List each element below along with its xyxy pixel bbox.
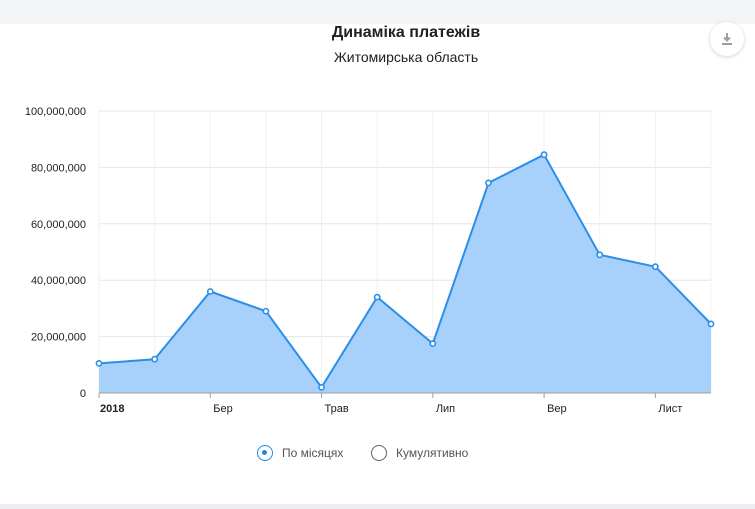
series-points: [95, 151, 715, 391]
y-tick-label: 80,000,000: [31, 162, 86, 174]
y-tick-label: 40,000,000: [31, 275, 86, 287]
chart-title: Динаміка платежів: [331, 24, 481, 41]
x-tick-label: Трав: [325, 403, 349, 415]
data-point[interactable]: [151, 355, 159, 363]
x-tick-label: 2018: [100, 403, 124, 415]
data-point[interactable]: [206, 288, 214, 295]
y-tick-label: 60,000,000: [31, 219, 86, 231]
data-point[interactable]: [318, 383, 325, 391]
toggle-monthly-label: По місяцях: [282, 446, 344, 460]
y-axis: 0 20,000,000 40,000,000 60,000,000 80,000,00…: [25, 106, 86, 400]
download-button[interactable]: [710, 22, 744, 56]
data-point[interactable]: [707, 320, 715, 328]
view-toggle: По місяцях Кумулятивно: [0, 445, 755, 467]
data-point[interactable]: [651, 263, 659, 271]
series-line: [98, 153, 712, 389]
data-point[interactable]: [596, 251, 604, 259]
toggle-cumulative-label: Кумулятивно: [396, 446, 469, 460]
bottom-strip: [0, 504, 755, 509]
y-tick-label: 100,000,000: [25, 106, 86, 118]
download-icon: [722, 33, 732, 45]
data-point[interactable]: [262, 307, 270, 315]
data-point[interactable]: [485, 179, 492, 187]
x-axis: 2018 Бер Трав Лип Вер Лист: [98, 393, 682, 415]
data-point[interactable]: [95, 359, 103, 367]
data-point[interactable]: [429, 340, 437, 348]
x-tick-label: Вер: [547, 403, 567, 415]
toggle-cumulative[interactable]: Кумулятивно: [371, 445, 468, 461]
data-point[interactable]: [540, 151, 548, 159]
y-tick-label: 20,000,000: [31, 332, 86, 344]
radio-monthly[interactable]: [257, 445, 273, 461]
radio-cumulative[interactable]: [371, 445, 387, 461]
y-tick-label: 0: [80, 388, 86, 400]
data-point[interactable]: [373, 293, 381, 301]
x-tick-label: Лист: [658, 403, 682, 415]
toggle-monthly[interactable]: По місяцях: [257, 445, 343, 461]
x-tick-label: Бер: [213, 403, 232, 415]
series-area: [99, 154, 711, 393]
x-tick-label: Лип: [436, 403, 455, 415]
chart-subtitle: Житомирська область: [333, 49, 479, 65]
